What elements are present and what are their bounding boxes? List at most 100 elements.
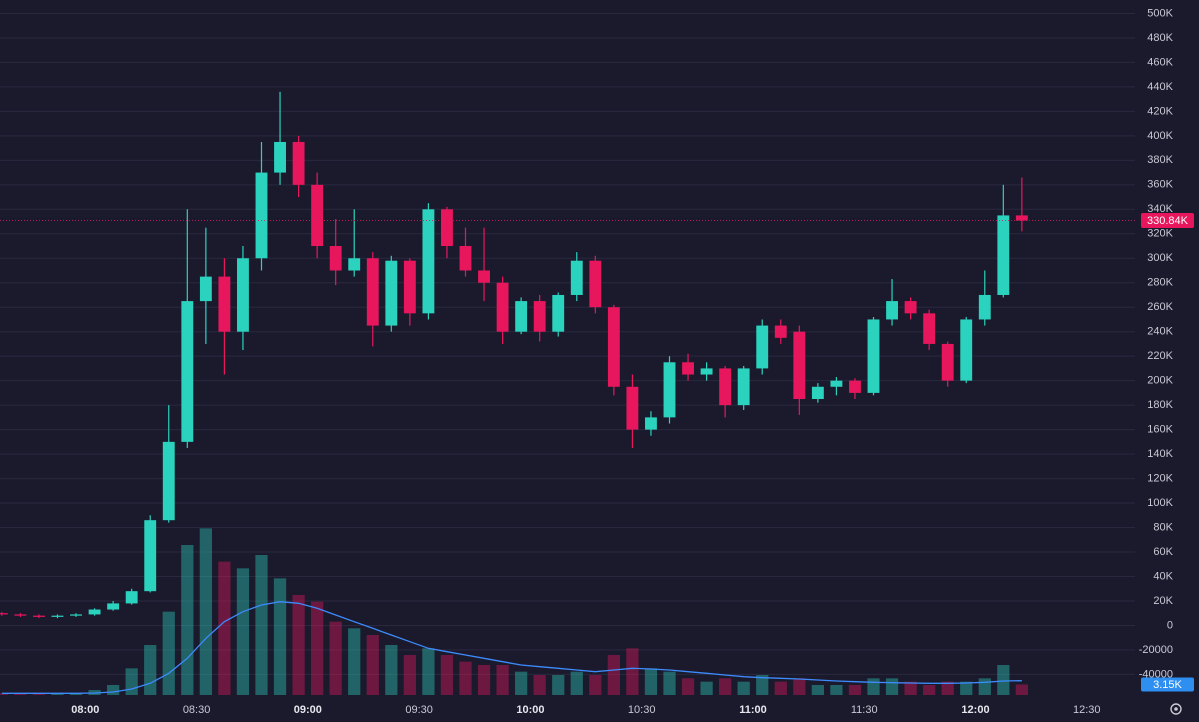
- candle-body: [441, 209, 453, 247]
- volume-bar: [329, 621, 342, 695]
- volume-bar: [477, 665, 491, 695]
- candle-body: [88, 609, 101, 615]
- volume-bar: [181, 545, 194, 695]
- volume-bar: [941, 681, 954, 695]
- y-tick-label: 180K: [1147, 399, 1173, 411]
- volume-bar: [923, 685, 936, 695]
- volume-bar: [552, 675, 565, 695]
- volume-bar: [774, 681, 787, 695]
- candle-body: [923, 313, 936, 344]
- candle-body: [70, 614, 82, 616]
- last-price-label: 330.84K: [1147, 215, 1189, 227]
- volume-bar: [1015, 684, 1028, 695]
- candle-body: [329, 246, 342, 271]
- volume-bar: [496, 665, 509, 695]
- candle-body: [496, 282, 509, 332]
- y-tick-label: 200K: [1147, 375, 1173, 387]
- y-tick-label: 220K: [1147, 350, 1173, 362]
- volume-bar: [960, 681, 973, 695]
- x-tick-label: 08:30: [183, 704, 211, 716]
- volume-bar: [626, 648, 639, 695]
- last-volume-label: 3.15K: [1153, 679, 1182, 691]
- volume-bar: [440, 655, 454, 695]
- y-tick-label: 440K: [1147, 81, 1173, 93]
- volume-bar: [570, 671, 583, 695]
- x-tick-label: 09:00: [294, 704, 322, 716]
- volume-bar: [199, 528, 212, 695]
- volume-bar: [348, 628, 361, 695]
- candle-body: [218, 276, 231, 332]
- candle-body: [533, 301, 546, 332]
- candle-body: [199, 276, 212, 302]
- candle-body: [33, 615, 45, 617]
- volume-bar: [997, 665, 1010, 695]
- volume-bar: [311, 601, 324, 695]
- volume-bar: [32, 693, 46, 695]
- x-tick-label: 08:00: [71, 704, 99, 716]
- candle-body: [682, 362, 694, 375]
- x-tick-label: 11:30: [851, 704, 878, 716]
- candle-body: [403, 260, 416, 314]
- candle-body: [515, 301, 528, 332]
- x-tick-label: 12:00: [961, 704, 989, 716]
- volume-bar: [385, 645, 398, 695]
- y-tick-label: 240K: [1147, 326, 1173, 338]
- y-tick-label: 420K: [1147, 105, 1173, 117]
- volume-bar: [515, 671, 528, 695]
- candle-body: [552, 294, 565, 332]
- volume-bar: [533, 675, 546, 695]
- candle-body: [811, 386, 824, 400]
- y-tick-label: 400K: [1147, 130, 1173, 142]
- volume-bar: [403, 655, 416, 695]
- volume-bar: [422, 648, 435, 695]
- candle-body: [125, 591, 138, 604]
- y-tick-label: -20000: [1139, 644, 1173, 656]
- candle-body: [478, 270, 490, 283]
- candle-body: [978, 294, 991, 320]
- y-tick-label: -40000: [1139, 668, 1173, 680]
- candle-body: [144, 520, 157, 592]
- candle-body: [422, 209, 435, 314]
- volume-bar: [125, 668, 138, 695]
- x-tick-label: 09:30: [405, 704, 433, 716]
- volume-bar: [162, 611, 175, 695]
- y-tick-label: 280K: [1147, 277, 1173, 289]
- candle-body: [645, 417, 657, 430]
- volume-bar: [885, 678, 899, 695]
- volume-bar: [273, 578, 287, 695]
- y-tick-label: 40K: [1153, 570, 1173, 582]
- volume-bar: [756, 675, 769, 695]
- volume-bar: [607, 655, 620, 695]
- volume-bar: [811, 685, 824, 695]
- x-tick-label: 12:30: [1073, 704, 1101, 716]
- y-tick-label: 120K: [1147, 472, 1173, 484]
- candle-body: [867, 319, 880, 393]
- candle-body: [700, 368, 713, 375]
- settings-icon[interactable]: [1170, 703, 1182, 715]
- volume-bar: [459, 661, 472, 695]
- candle-body: [719, 368, 732, 406]
- volume-bar: [107, 685, 120, 695]
- volume-bar: [700, 681, 713, 695]
- y-tick-label: 460K: [1147, 56, 1173, 68]
- y-tick-label: 260K: [1147, 301, 1173, 313]
- y-tick-label: 500K: [1147, 7, 1173, 19]
- candle-body: [162, 441, 175, 521]
- y-tick-label: 60K: [1153, 546, 1173, 558]
- candle-body: [51, 615, 64, 617]
- candle-body: [385, 260, 398, 326]
- candle-body: [589, 260, 602, 308]
- volume-bar: [904, 681, 917, 695]
- last-price-box: [1141, 213, 1194, 229]
- y-tick-label: 320K: [1147, 228, 1173, 240]
- volume-bar: [236, 568, 250, 695]
- candle-body: [997, 215, 1010, 295]
- candle-body: [366, 258, 379, 326]
- candle-body: [14, 614, 27, 616]
- candle-body: [904, 301, 917, 314]
- y-tick-label: 20K: [1153, 595, 1173, 607]
- candle-body: [774, 325, 787, 338]
- volume-bar: [51, 693, 64, 695]
